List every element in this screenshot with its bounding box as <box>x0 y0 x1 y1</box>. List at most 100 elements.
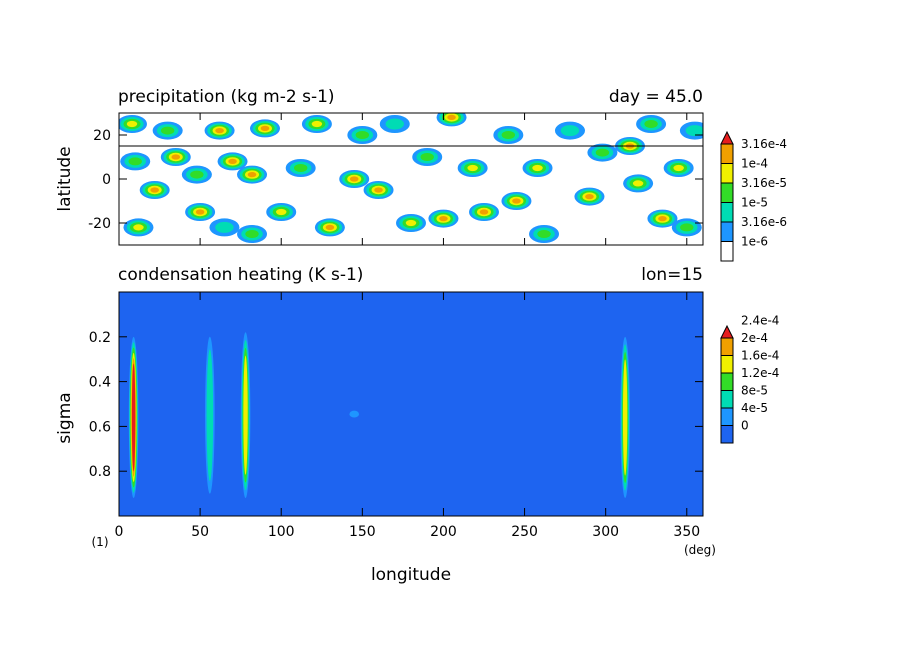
precip-contour-level <box>447 114 456 120</box>
precip-blob <box>160 148 191 166</box>
heating-corner-label: (1) <box>92 535 109 549</box>
heating-colorbar-label: 4e-5 <box>741 401 768 415</box>
precip-contour-level <box>247 172 257 178</box>
heating-x-tick-label: 350 <box>673 524 700 540</box>
heating-colorbar-label: 8e-5 <box>741 384 768 398</box>
precip-blob <box>120 152 151 171</box>
precip-contour-level <box>160 126 175 135</box>
precip-contour-level <box>190 170 204 179</box>
precip-blob <box>185 203 216 221</box>
precip-blob <box>529 225 560 243</box>
heating-y-tick-label: 0.6 <box>89 419 111 435</box>
precip-blob <box>615 137 645 155</box>
precip-blob <box>209 218 240 237</box>
precip-blob <box>314 218 345 237</box>
precip-x-ticks <box>118 113 688 245</box>
heating-colorbar-swatch <box>720 425 734 444</box>
precip-colorbar-swatch <box>720 143 734 164</box>
precip-colorbar-label: 1e-5 <box>741 196 768 210</box>
precip-blob <box>623 174 654 193</box>
precip-contour-level <box>512 198 521 204</box>
precip-contour-level <box>126 120 138 128</box>
heating-x-tick-label: 50 <box>191 524 209 540</box>
precip-blob <box>237 225 268 243</box>
heating-x-tick-label: 250 <box>511 524 538 540</box>
heating-x-tick-label: 0 <box>115 524 124 540</box>
precip-colorbar-swatch <box>720 221 734 242</box>
heating-title: condensation heating (K s-1) <box>118 265 363 285</box>
heating-contour-level <box>243 355 248 475</box>
heating-column <box>349 410 360 418</box>
heating-colorbar-label: 2.4e-4 <box>741 314 779 328</box>
heating-contour-level <box>622 359 628 476</box>
heating-ylabel: sigma <box>55 392 75 443</box>
precip-blob <box>250 119 280 138</box>
heating-y-tick-label: 0.4 <box>89 375 111 391</box>
precip-blob <box>469 203 499 221</box>
precip-contour-level <box>215 128 224 134</box>
heating-panel: condensation heating (K s-1) lon=15 0 50 1… <box>55 265 779 585</box>
precip-colorbar-swatch <box>720 241 734 262</box>
heating-colorbar-label: 0 <box>741 419 749 433</box>
precip-contour-level <box>685 125 703 137</box>
precip-blob <box>412 148 443 166</box>
precip-contour-level <box>293 164 308 172</box>
heating-colorbar-swatch <box>720 390 734 409</box>
precip-contour-level <box>405 219 417 227</box>
precip-y-tick-label: -20 <box>88 216 111 232</box>
precip-contour-level <box>501 131 516 139</box>
precip-blob <box>123 218 154 237</box>
heating-column <box>205 336 215 494</box>
precip-blob <box>339 170 370 188</box>
precip-contour-level <box>374 187 383 193</box>
precip-colorbar-swatch <box>720 163 734 184</box>
precip-contour-level <box>439 216 448 222</box>
precip-contour-level <box>585 194 594 200</box>
precip-title: precipitation (kg m-2 s-1) <box>118 87 335 107</box>
precip-day-label: day = 45.0 <box>609 87 703 107</box>
precip-blob <box>457 159 488 177</box>
precip-blob <box>363 181 394 199</box>
precip-blob <box>217 152 248 171</box>
precip-contour-level <box>673 164 684 172</box>
precip-contour-level <box>385 118 404 130</box>
precip-blob <box>301 115 332 133</box>
precip-blob <box>396 214 426 232</box>
precip-colorbar-label: 1e-6 <box>741 235 768 249</box>
precip-colorbar-top-arrow <box>720 130 734 145</box>
precip-contour-level <box>150 187 159 193</box>
heating-x-axis: 0 50 100 150 200 250 300 350 <box>115 292 700 540</box>
precip-contour-level <box>537 230 551 238</box>
heating-column <box>620 336 630 499</box>
precip-contour-level <box>128 157 142 166</box>
heating-x-tick-label: 200 <box>430 524 457 540</box>
precip-blobs <box>119 113 703 243</box>
precip-contour-level <box>133 224 144 231</box>
precip-contour-level <box>260 125 270 131</box>
precip-blob <box>522 159 553 177</box>
precip-blob <box>119 115 147 133</box>
precip-blob <box>501 192 532 210</box>
heating-colorbar-label: 2e-4 <box>741 331 768 345</box>
precip-contour-level <box>595 148 610 157</box>
precip-contour-level <box>467 164 478 172</box>
heating-y-axis: 0.2 0.4 0.6 0.8 <box>89 330 703 480</box>
heating-plot-area <box>119 292 703 516</box>
precip-blob <box>347 126 378 144</box>
precip-contour-level <box>658 216 667 222</box>
precip-ylabel: latitude <box>55 146 75 211</box>
precip-blob <box>493 126 524 144</box>
heating-colorbar-swatch <box>720 337 734 356</box>
precip-contour-level <box>644 120 658 128</box>
precip-blob <box>647 209 678 228</box>
heating-colorbar-swatch <box>720 355 734 374</box>
precip-y-tick-label: 20 <box>93 128 111 144</box>
precip-blob <box>663 159 694 177</box>
precip-blob <box>379 115 410 133</box>
heating-x-tick-label: 100 <box>268 524 295 540</box>
precip-contour-level <box>245 230 259 238</box>
precip-blob <box>139 181 170 199</box>
precip-contour-level <box>532 164 543 172</box>
precip-contour-level <box>195 209 205 215</box>
